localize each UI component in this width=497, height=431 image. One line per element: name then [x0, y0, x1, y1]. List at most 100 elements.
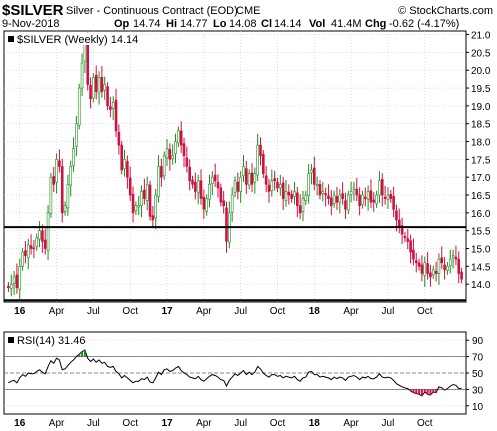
candle-body: [77, 87, 81, 126]
candle-body: [273, 178, 276, 182]
candle-body: [247, 173, 251, 186]
symbol-title: $SILVER: [2, 2, 64, 19]
candle-body: [26, 244, 30, 259]
candle-body: [264, 175, 268, 185]
candle-body: [426, 263, 429, 274]
candle-body: [80, 62, 84, 89]
x-tick-label: Oct: [417, 418, 433, 429]
candle-body: [375, 194, 378, 204]
candle-body: [313, 167, 316, 185]
price-y-tick-label: 18.5: [471, 120, 491, 131]
candle-body: [162, 155, 166, 177]
x-tick-label: Oct: [122, 306, 138, 317]
x-tick-label: Apr: [49, 306, 65, 317]
candle-body: [165, 148, 169, 159]
rsi-line: [8, 349, 462, 397]
candle-body: [174, 141, 177, 154]
candle-body: [392, 196, 395, 210]
x-tick-label: 17: [161, 306, 173, 317]
candle-body: [358, 194, 361, 207]
x-tick-label: Oct: [270, 306, 286, 317]
quote-low-label: Lo: [213, 18, 227, 30]
price-legend: $SILVER (Weekly) 14.14: [17, 34, 138, 46]
x-tick-label: 16: [14, 306, 26, 317]
candle-body: [236, 181, 240, 192]
candle-body: [97, 77, 101, 94]
candle-body: [409, 240, 412, 253]
candle-body: [233, 180, 237, 194]
candle-body: [361, 194, 364, 205]
price-x-axis: 16 Apr Jul Oct 17 Apr Jul Oct 18 Apr Jul Oct: [14, 306, 433, 317]
candle-body: [250, 172, 254, 185]
candle-body: [301, 198, 305, 212]
candle-body: [284, 191, 288, 202]
candle-body: [457, 258, 461, 274]
candle-body: [434, 271, 438, 274]
candle-body: [35, 237, 39, 247]
candle-body: [86, 43, 90, 85]
candle-body: [423, 262, 427, 276]
candle-body: [29, 245, 33, 249]
candle-body: [120, 144, 124, 171]
candle-body: [446, 266, 449, 271]
candle-body: [242, 166, 245, 177]
candle-body: [89, 84, 92, 100]
quote-close-label: Cl: [261, 18, 272, 30]
price-y-tick-label: 18.0: [471, 138, 491, 149]
x-tick-label: Oct: [270, 418, 286, 429]
x-tick-label: 18: [309, 306, 321, 317]
candle-body: [46, 212, 50, 251]
candle-body: [188, 166, 191, 182]
candle-body: [259, 144, 262, 157]
candle-body: [369, 190, 373, 203]
candle-body: [177, 130, 180, 144]
candle-body: [395, 210, 398, 221]
price-candles: [7, 32, 463, 299]
x-tick-label: 17: [161, 418, 173, 429]
candle-body: [63, 205, 67, 212]
candle-body: [208, 184, 211, 200]
candle-body: [114, 99, 118, 132]
candle-body: [253, 173, 257, 183]
candle-body: [199, 180, 203, 199]
quote-change-label: Chg: [365, 18, 386, 30]
candle-body: [270, 180, 274, 192]
candle-body: [205, 198, 208, 212]
rsi-legend: RSI(14) 31.46: [17, 335, 85, 347]
candle-body: [389, 194, 393, 199]
candle-body: [43, 239, 47, 249]
candle-body: [213, 174, 217, 182]
candle-body: [52, 176, 56, 185]
candle-body: [443, 264, 446, 271]
candle-body: [276, 181, 279, 189]
candle-body: [154, 194, 157, 219]
candle-body: [454, 256, 458, 260]
x-tick-label: Jul: [234, 306, 247, 317]
candle-body: [366, 191, 370, 200]
rsi-y-tick-label: 30: [472, 385, 484, 396]
candle-body: [69, 166, 73, 186]
candle-body: [216, 181, 220, 189]
candle-body: [137, 205, 141, 208]
price-y-tick-label: 17.5: [471, 155, 491, 166]
rsi-y-tick-label: 90: [472, 336, 484, 347]
x-tick-label: 16: [14, 418, 26, 429]
candle-body: [352, 187, 356, 190]
candle-body: [117, 131, 121, 146]
candle-body: [196, 180, 200, 194]
candle-body: [344, 200, 347, 210]
rsi-x-axis: 16 Apr Jul Oct 17 Apr Jul Oct 18 Apr Jul Oct: [14, 418, 433, 429]
candle-body: [194, 181, 197, 192]
watermark: © StockCharts.com: [398, 5, 493, 17]
instrument-name: Silver - Continuous Contract (EOD): [66, 5, 238, 17]
candle-body: [94, 74, 98, 92]
candle-body: [262, 154, 265, 174]
candle-body: [131, 194, 135, 214]
price-y-axis: 21.0 20.5 20.0 19.5 19.0 18.5 18.0 17.5 17.0 16.5…: [466, 31, 491, 291]
candle-body: [38, 230, 41, 240]
candle-body: [49, 176, 53, 214]
candle-body: [222, 200, 225, 207]
candle-body: [298, 205, 302, 214]
x-tick-label: Oct: [417, 306, 433, 317]
candle-body: [341, 193, 344, 199]
